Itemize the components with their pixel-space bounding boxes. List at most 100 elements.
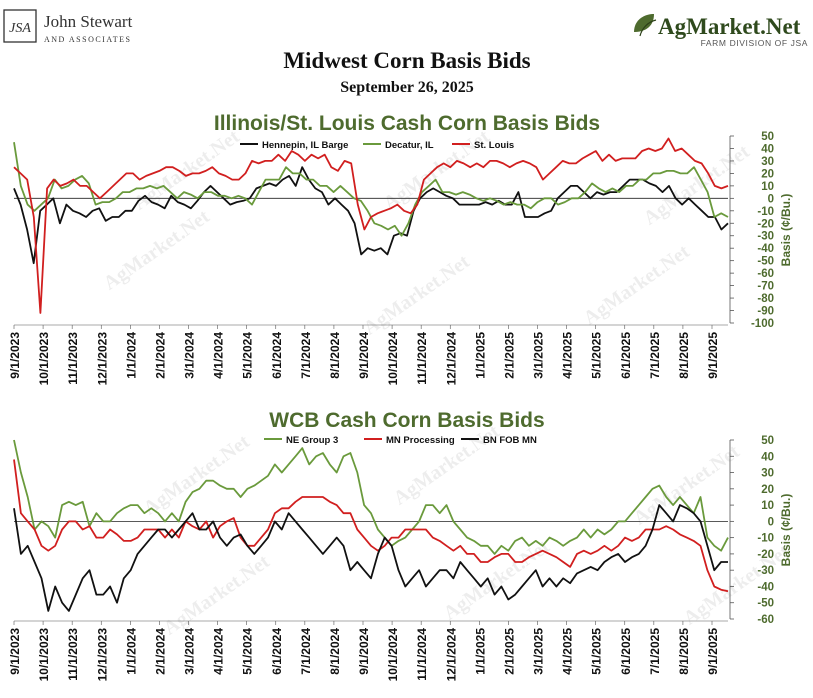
y-axis-label: Basis (¢/Bu.)	[779, 494, 793, 567]
x-tick-label: 3/1/2025	[532, 628, 546, 675]
x-tick-label: 2/1/2024	[153, 332, 167, 379]
illinois-basis-chart: Illinois/St. Louis Cash Corn Basis BidsA…	[8, 112, 793, 385]
y-tick-label: 10	[761, 500, 774, 512]
watermark: AgMarket.Net	[360, 250, 474, 339]
x-tick-label: 8/1/2024	[328, 628, 342, 675]
y-tick-label: -50	[757, 256, 774, 268]
x-tick-label: 7/1/2024	[299, 332, 313, 379]
y-tick-label: -20	[757, 218, 774, 230]
watermark: AgMarket.Net	[140, 430, 254, 519]
x-tick-label: 11/1/2023	[66, 332, 80, 385]
x-tick-label: 5/1/2025	[590, 332, 604, 379]
x-tick-label: 11/1/2024	[415, 332, 429, 385]
y-tick-label: 30	[761, 156, 774, 168]
x-tick-label: 12/1/2024	[444, 332, 458, 386]
jsa-monogram: JSA	[9, 21, 31, 36]
watermark: AgMarket.Net	[380, 125, 494, 214]
agmarket-logo: AgMarket.Net FARM DIVISION OF JSA	[634, 14, 807, 48]
y-tick-label: 0	[768, 516, 774, 528]
legend-label: Decatur, IL	[385, 140, 434, 151]
left-logo-sub: AND ASSOCIATES	[44, 35, 131, 44]
y-tick-label: -50	[757, 598, 774, 610]
series-line-st-louis	[13, 137, 729, 314]
page-title: Midwest Corn Basis Bids	[283, 48, 530, 73]
x-tick-label: 10/1/2024	[386, 332, 400, 386]
y-tick-label: 50	[761, 131, 774, 143]
y-tick-label: -30	[757, 565, 774, 577]
y-tick-label: 30	[761, 468, 774, 480]
x-tick-label: 5/1/2024	[241, 628, 255, 675]
page-date: September 26, 2025	[340, 79, 473, 96]
x-tick-label: 6/1/2024	[270, 332, 284, 379]
y-tick-label: -60	[757, 268, 774, 280]
series-line-bn-fob-mn	[13, 504, 728, 612]
x-tick-label: 4/1/2024	[212, 332, 226, 379]
x-tick-label: 3/1/2024	[183, 332, 197, 379]
leaf-icon	[634, 14, 654, 32]
watermark: AgMarket.Net	[630, 440, 744, 529]
y-tick-label: -100	[751, 318, 774, 330]
y-tick-label: -30	[757, 231, 774, 243]
watermark: AgMarket.Net	[390, 420, 504, 509]
legend-label: NE Group 3	[286, 435, 338, 446]
x-tick-label: 11/1/2023	[66, 628, 80, 681]
y-tick-label: -60	[757, 614, 774, 626]
x-tick-label: 12/1/2023	[95, 628, 109, 682]
x-tick-label: 10/1/2023	[37, 332, 51, 386]
x-tick-label: 4/1/2025	[561, 628, 575, 675]
x-tick-label: 6/1/2025	[619, 628, 633, 675]
x-tick-label: 8/1/2025	[677, 332, 691, 379]
x-tick-label: 1/1/2025	[473, 332, 487, 379]
y-tick-label: -40	[757, 243, 774, 255]
leaf-stem-icon	[639, 19, 657, 37]
watermark: AgMarket.Net	[580, 240, 694, 329]
x-tick-label: 2/1/2025	[502, 628, 516, 675]
y-tick-label: -70	[757, 281, 774, 293]
x-tick-label: 8/1/2024	[328, 332, 342, 379]
x-tick-label: 3/1/2024	[183, 628, 197, 675]
x-tick-label: 8/1/2025	[677, 628, 691, 675]
x-tick-label: 11/1/2024	[415, 628, 429, 681]
jsa-monogram-frame	[3, 9, 37, 43]
x-tick-label: 6/1/2025	[619, 332, 633, 379]
y-tick-label: -10	[757, 533, 774, 545]
watermark: AgMarket.Net	[100, 205, 214, 294]
y-tick-label: 20	[761, 484, 774, 496]
x-tick-label: 7/1/2024	[299, 628, 313, 675]
x-tick-label: 9/1/2024	[357, 332, 371, 379]
x-tick-label: 10/1/2024	[386, 628, 400, 682]
series-line-hennepin-il-barge	[13, 166, 729, 265]
chart-title: WCB Cash Corn Basis Bids	[269, 409, 544, 432]
x-tick-label: 5/1/2024	[241, 332, 255, 379]
legend-label: BN FOB MN	[483, 435, 537, 446]
left-logo-main: John Stewart	[44, 12, 133, 31]
x-tick-label: 10/1/2023	[37, 628, 51, 682]
y-tick-label: 40	[761, 451, 774, 463]
watermark: AgMarket.Net	[160, 550, 274, 639]
y-tick-label: 20	[761, 168, 774, 180]
y-tick-label: 40	[761, 143, 774, 155]
right-logo-main: AgMarket.Net	[658, 14, 801, 39]
legend-label: MN Processing	[386, 435, 455, 446]
x-tick-label: 9/1/2023	[8, 628, 22, 675]
watermark: AgMarket.Net	[680, 540, 794, 629]
y-tick-label: -80	[757, 293, 774, 305]
y-axis-label: Basis (¢/Bu.)	[779, 194, 793, 267]
john-stewart-logo: JSA John Stewart AND ASSOCIATES	[3, 9, 133, 44]
x-tick-label: 1/1/2025	[473, 628, 487, 675]
x-tick-label: 9/1/2023	[8, 332, 22, 379]
x-tick-label: 4/1/2024	[212, 628, 226, 675]
series-line-ne-group-3	[13, 439, 729, 555]
x-tick-label: 4/1/2025	[561, 332, 575, 379]
y-tick-label: -10	[757, 206, 774, 218]
y-tick-label: 0	[768, 193, 774, 205]
chart-title: Illinois/St. Louis Cash Corn Basis Bids	[214, 112, 600, 135]
y-tick-label: 50	[761, 435, 774, 447]
legend-label: St. Louis	[474, 140, 514, 151]
watermark: AgMarket.Net	[640, 140, 754, 229]
y-tick-label: 10	[761, 181, 774, 193]
x-tick-label: 5/1/2025	[590, 628, 604, 675]
